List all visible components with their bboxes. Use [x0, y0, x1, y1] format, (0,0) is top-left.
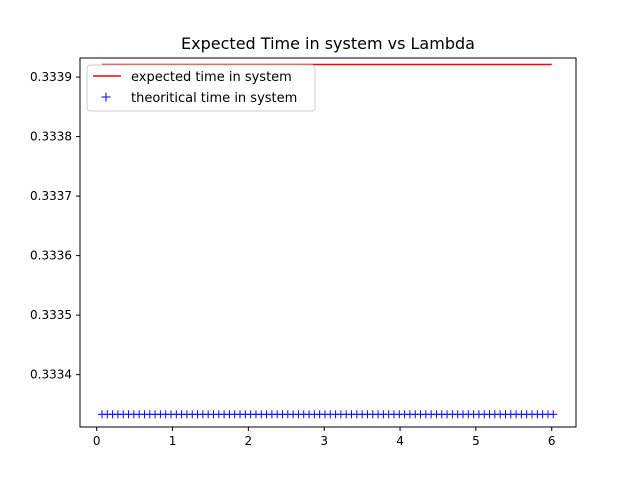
- chart-title: Expected Time in system vs Lambda: [181, 34, 475, 53]
- x-tick-label: 6: [548, 434, 556, 448]
- y-tick-label: 0.3339: [30, 70, 72, 84]
- legend-label-expected: expected time in system: [131, 70, 292, 85]
- x-tick-label: 3: [320, 434, 328, 448]
- x-tick-label: 4: [396, 434, 404, 448]
- legend-box: [86, 64, 316, 112]
- legend-swatch-theoretical: [101, 92, 111, 102]
- y-tick-label: 0.3337: [30, 189, 72, 203]
- y-tick-label: 0.3336: [30, 249, 72, 263]
- y-tick-label: 0.3335: [30, 308, 72, 322]
- legend-label-theoretical: theoritical time in system: [131, 91, 297, 106]
- x-tick-label: 1: [169, 434, 177, 448]
- x-tick-label: 2: [245, 434, 253, 448]
- y-axis: 0.3334 0.3335 0.3336 0.3337 0.3338 0.3339: [30, 70, 80, 382]
- x-axis: 0 1 2 3 4 5 6: [93, 427, 556, 448]
- y-tick-label: 0.3338: [30, 130, 72, 144]
- x-tick-label: 5: [472, 434, 480, 448]
- plot-area-frame: [79, 57, 577, 428]
- x-tick-label: 0: [93, 434, 101, 448]
- legend: expected time in system theoritical time…: [86, 64, 316, 112]
- y-tick-label: 0.3334: [30, 368, 72, 382]
- plot-area: [79, 57, 577, 428]
- series-marker-theoretical-time: [549, 410, 558, 419]
